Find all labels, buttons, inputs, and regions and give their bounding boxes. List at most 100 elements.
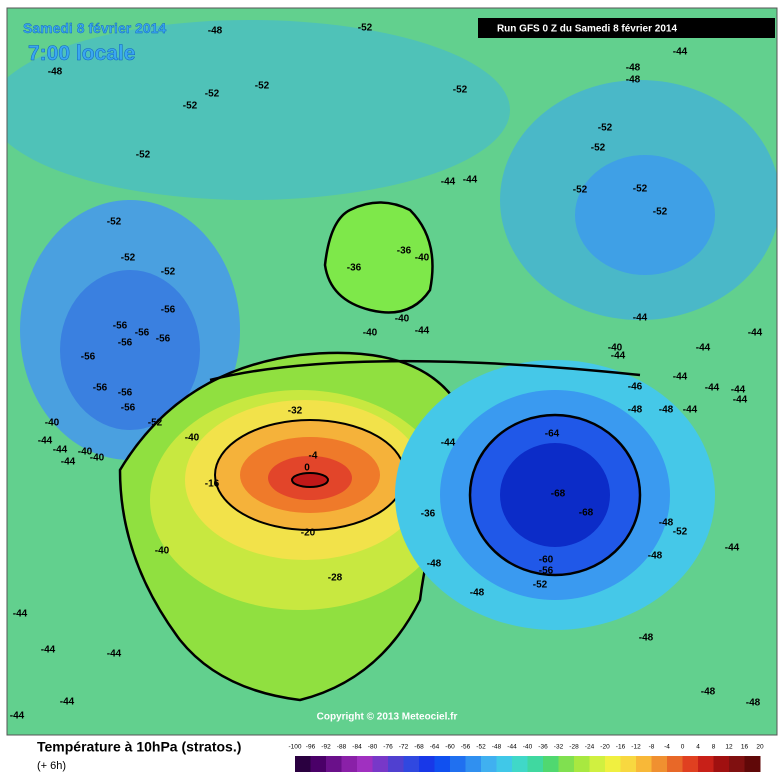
time-label: 7:00 locale — [28, 42, 135, 65]
contour-label: -48 — [208, 26, 223, 37]
colorbar-tick-label: -76 — [383, 744, 393, 751]
run-box — [478, 18, 775, 38]
contour-label: -48 — [626, 63, 641, 74]
contour-label: -48 — [48, 67, 63, 78]
contour-label: -44 — [463, 175, 478, 186]
contour-label: -48 — [626, 75, 641, 86]
contour-label: -48 — [746, 698, 761, 709]
contour-label: -52 — [255, 81, 270, 92]
contour-label: -48 — [659, 518, 674, 529]
colorbar-cell — [589, 756, 606, 772]
contour-label: -52 — [591, 143, 606, 154]
colorbar-tick-label: 4 — [696, 744, 700, 751]
colorbar-tick-label: -24 — [585, 744, 595, 751]
contour-label: -20 — [301, 528, 316, 539]
colorbar-cell — [434, 756, 451, 772]
colorbar-tick-label: 8 — [712, 744, 716, 751]
contour-label: -44 — [38, 436, 53, 447]
colorbar-cell — [357, 756, 373, 772]
colorbar-tick-label: -32 — [554, 744, 564, 751]
colorbar-cell — [558, 756, 575, 772]
colorbar-cell — [713, 756, 730, 772]
contour-label: -40 — [155, 546, 170, 557]
colorbar-tick-label: -4 — [664, 744, 670, 751]
contour-labels: -48 -52-48-52-52 -52-52-52-44-48-48-52-52-… — [10, 23, 763, 722]
colorbar-cell — [372, 756, 389, 772]
warm-core — [291, 472, 329, 488]
contour-label: -44 — [731, 385, 746, 396]
contour-label: -28 — [328, 573, 343, 584]
run-label: Run GFS 0 Z du Samedi 8 février 2014 — [497, 24, 678, 35]
contour-label: -56 — [161, 305, 176, 316]
cold-zone — [7, 20, 510, 200]
contour-label: -56 — [118, 388, 133, 399]
colorbar-tick-label: -52 — [476, 744, 486, 751]
contour-label: -52 — [633, 184, 648, 195]
colorbar-tick-label: -60 — [445, 744, 455, 751]
colorbar-tick-label: -64 — [430, 744, 440, 751]
contour-label: -52 — [533, 580, 548, 591]
map-frame — [6, 7, 778, 736]
colorbar-tick-label: 20 — [756, 744, 764, 751]
colorbar-cell — [620, 756, 637, 772]
cold-vortex — [500, 443, 610, 547]
colorbar-tick-label: 0 — [681, 744, 685, 751]
colorbar-tick-label: -72 — [399, 744, 409, 751]
contour-label: -44 — [748, 328, 763, 339]
colorbar-tick-label: -56 — [461, 744, 471, 751]
contour-label: -46 — [628, 382, 643, 393]
contour-label: -56 — [118, 338, 133, 349]
contour-label: -60 — [539, 555, 554, 566]
cold-zone — [575, 155, 715, 275]
contour-label: -52 — [453, 85, 468, 96]
colorbar-cell — [512, 756, 528, 772]
contour-label: -48 — [659, 405, 674, 416]
contour-label: -52 — [148, 418, 163, 429]
colorbar-cell — [419, 756, 435, 772]
legend-step: (+ 6h) — [37, 760, 66, 772]
contour-label: -48 — [470, 588, 485, 599]
contour-line — [209, 359, 641, 382]
colorbar-tick-label: -96 — [306, 744, 316, 751]
contour-label: -56 — [93, 383, 108, 394]
colorbar-tick-label: -16 — [616, 744, 626, 751]
contour-label: -52 — [358, 23, 373, 34]
colorbar-cell — [388, 756, 404, 772]
colorbar-cell — [450, 756, 466, 772]
contour-label: -68 — [579, 508, 594, 519]
colorbar-tick-label: -92 — [321, 744, 331, 751]
contour-label: -52 — [121, 253, 136, 264]
contour-label: -44 — [61, 457, 76, 468]
colorbar-tick-label: -68 — [414, 744, 424, 751]
contour-label: -44 — [611, 351, 626, 362]
colorbar-cell — [295, 756, 311, 772]
contour-label: -44 — [60, 697, 75, 708]
contour-label: -48 — [701, 687, 716, 698]
contour-label: -52 — [183, 101, 198, 112]
legend-title: Température à 10hPa (stratos.) — [37, 739, 241, 755]
colorbar-tick-label: -12 — [631, 744, 641, 751]
contour-label: -40 — [185, 433, 200, 444]
contour-label: -32 — [288, 406, 303, 417]
contour-label: -44 — [107, 649, 122, 660]
colorbar-cell — [636, 756, 652, 772]
contour-label: -68 — [551, 489, 566, 500]
contour-label: -56 — [81, 352, 96, 363]
contour-label: -40 — [78, 447, 93, 458]
colorbar-cell — [543, 756, 559, 772]
colorbar-tick-label: -48 — [492, 744, 502, 751]
contour-label: -44 — [53, 445, 68, 456]
map: Run GFS 0 Z du Samedi 8 février 2014 Sam… — [7, 8, 777, 735]
contour-label: -44 — [733, 395, 748, 406]
contour-label: -48 — [427, 559, 442, 570]
contour-label: -36 — [397, 246, 412, 257]
colorbar-tick-label: -88 — [337, 744, 347, 751]
colorbar-cell — [496, 756, 513, 772]
contour-label: -40 — [608, 343, 623, 354]
colorbar-cell — [744, 756, 761, 772]
colorbar-tick-label: 12 — [725, 744, 733, 751]
colorbar-cell — [698, 756, 714, 772]
contour-label: -4 — [309, 451, 318, 462]
copyright: Copyright © 2013 Meteociel.fr — [317, 712, 458, 723]
